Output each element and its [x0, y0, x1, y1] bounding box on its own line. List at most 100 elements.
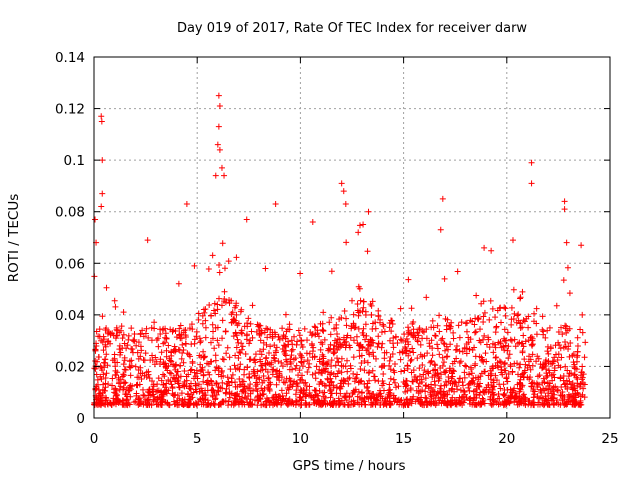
y-tick-label: 0.06 — [55, 256, 85, 272]
data-point — [356, 222, 363, 229]
data-point — [168, 370, 175, 377]
data-point — [237, 349, 244, 356]
data-point — [241, 401, 248, 408]
data-point — [103, 325, 110, 332]
data-point — [101, 360, 108, 367]
data-point — [421, 352, 428, 359]
data-point — [550, 395, 557, 402]
data-point — [92, 346, 99, 353]
data-point — [411, 332, 418, 339]
data-point — [120, 371, 127, 378]
data-point — [510, 286, 517, 293]
data-point — [544, 348, 551, 355]
data-point — [165, 342, 172, 349]
data-point — [405, 327, 412, 334]
data-point — [100, 333, 107, 340]
data-point — [280, 332, 287, 339]
data-point — [350, 320, 357, 327]
data-point — [554, 386, 561, 393]
data-point — [466, 387, 473, 394]
data-point — [521, 356, 528, 363]
data-point — [164, 399, 171, 406]
data-point — [481, 332, 488, 339]
data-point — [441, 393, 448, 400]
data-point — [198, 353, 205, 360]
data-point — [538, 389, 545, 396]
data-point — [504, 329, 511, 336]
data-point — [92, 386, 99, 393]
data-point — [176, 395, 183, 402]
data-point — [209, 321, 216, 328]
data-point — [392, 334, 399, 341]
data-point — [230, 397, 237, 404]
data-point — [96, 326, 103, 333]
data-point — [531, 391, 538, 398]
data-point — [264, 369, 271, 376]
data-point — [500, 381, 507, 388]
data-point — [335, 395, 342, 402]
data-point — [333, 321, 340, 328]
data-point — [151, 325, 158, 332]
data-point — [483, 341, 490, 348]
data-point — [368, 394, 375, 401]
data-point — [446, 365, 453, 372]
data-point — [479, 399, 486, 406]
data-point — [328, 390, 335, 397]
data-point — [358, 389, 365, 396]
data-point — [319, 320, 326, 327]
data-point — [471, 329, 478, 336]
data-point — [264, 359, 271, 366]
data-point — [263, 354, 270, 361]
data-point — [236, 393, 243, 400]
data-point — [332, 362, 339, 369]
data-point — [112, 390, 119, 397]
data-point — [432, 366, 439, 373]
data-point — [234, 336, 241, 343]
data-point — [153, 401, 160, 408]
data-point — [508, 304, 515, 311]
data-point — [390, 334, 397, 341]
data-point — [546, 383, 553, 390]
data-point — [501, 398, 508, 405]
data-point — [199, 312, 206, 319]
data-point — [364, 394, 371, 401]
data-point — [404, 362, 411, 369]
data-point — [327, 386, 334, 393]
data-point — [422, 394, 429, 401]
data-point — [338, 180, 345, 187]
data-point — [508, 321, 515, 328]
data-point — [320, 366, 327, 373]
data-point — [561, 198, 568, 205]
data-point — [463, 350, 470, 357]
data-point — [540, 402, 547, 409]
data-point — [448, 375, 455, 382]
data-point — [432, 382, 439, 389]
data-point — [523, 315, 530, 322]
data-point — [353, 333, 360, 340]
data-point — [286, 366, 293, 373]
data-point — [95, 392, 102, 399]
data-point — [202, 334, 209, 341]
data-point — [462, 320, 469, 327]
data-point — [264, 334, 271, 341]
data-point — [461, 369, 468, 376]
data-point — [236, 349, 243, 356]
data-point — [422, 388, 429, 395]
data-point — [558, 354, 565, 361]
data-point — [368, 302, 375, 309]
data-point — [151, 393, 158, 400]
data-point — [223, 380, 230, 387]
data-point — [149, 352, 156, 359]
data-point — [469, 379, 476, 386]
data-point — [127, 382, 134, 389]
data-point — [142, 330, 149, 337]
data-point — [386, 320, 393, 327]
data-point — [527, 366, 534, 373]
data-point — [563, 401, 570, 408]
data-point — [177, 362, 184, 369]
data-point — [231, 362, 238, 369]
data-point — [404, 338, 411, 345]
data-point — [564, 401, 571, 408]
data-point — [150, 381, 157, 388]
data-point — [178, 390, 185, 397]
